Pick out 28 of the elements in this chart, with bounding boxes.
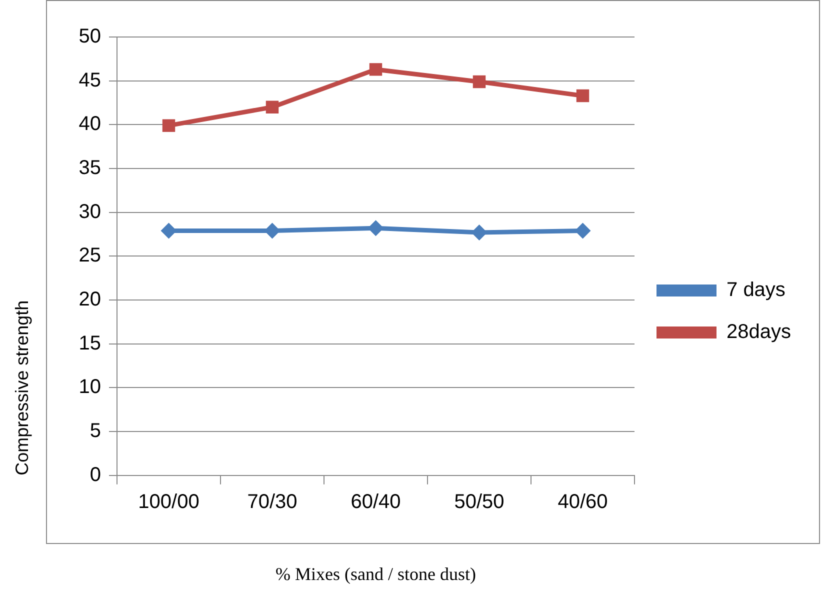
- point: [369, 63, 382, 76]
- y-tick-label: 0: [90, 464, 101, 486]
- x-tick-label: 60/40: [350, 490, 401, 513]
- y-axis-title: Compressive strength: [12, 300, 32, 476]
- x-axis-title: % Mixes (sand / stone dust): [276, 564, 476, 584]
- point: [162, 119, 176, 132]
- y-tick-label: 10: [78, 376, 101, 398]
- y-tick-label: 25: [78, 244, 101, 267]
- legend-label: 7 days: [726, 279, 786, 302]
- x-tick-label: 40/60: [558, 490, 608, 513]
- y-tick-label: 20: [78, 288, 101, 311]
- x-tick-label: 100/00: [138, 490, 200, 513]
- y-tick-label: 45: [78, 69, 101, 92]
- y-tick-label: 40: [78, 113, 101, 136]
- y-tick-label: 50: [78, 26, 101, 48]
- point: [266, 100, 279, 114]
- point: [574, 222, 591, 239]
- legend-label: 28days: [726, 321, 792, 344]
- y-tick-label: 5: [90, 420, 101, 442]
- x-tick-label: 70/30: [247, 490, 298, 513]
- point: [368, 220, 384, 236]
- point: [471, 224, 488, 241]
- x-tick-label: 50/50: [454, 490, 504, 513]
- point: [576, 89, 590, 102]
- y-tick-label: 30: [78, 200, 101, 223]
- y-tick-label: 15: [78, 332, 101, 354]
- y-tick-label: 35: [78, 157, 101, 180]
- point: [472, 75, 486, 88]
